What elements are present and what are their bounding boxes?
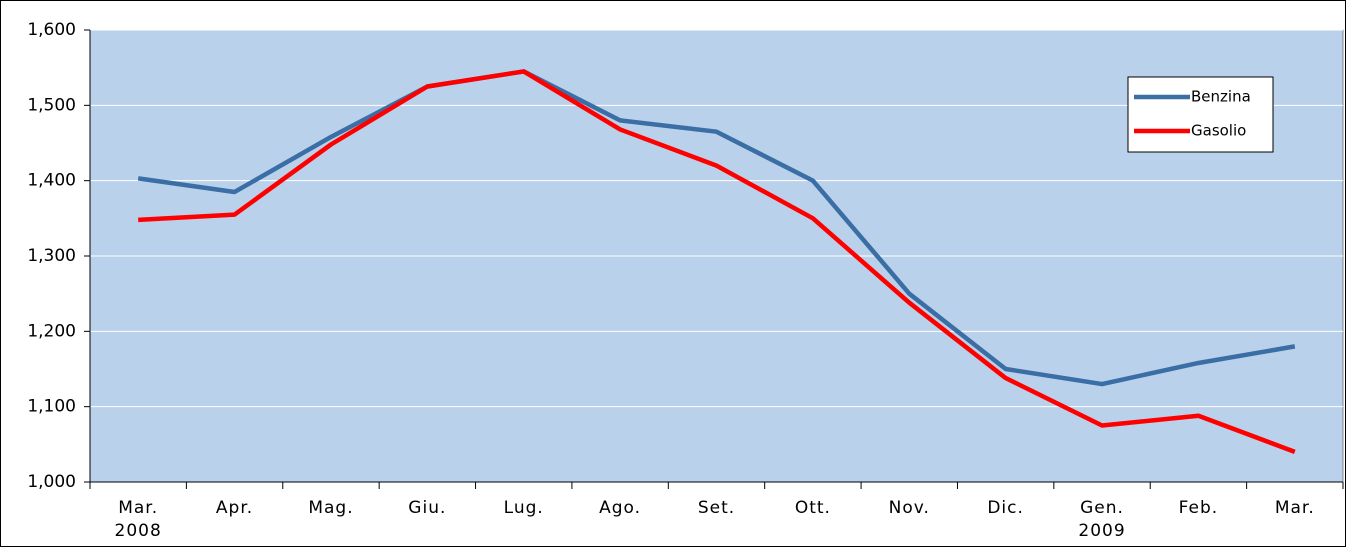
legend-box (1127, 76, 1274, 153)
x-tick-label: Ott. (794, 498, 831, 518)
series-line (138, 69, 1296, 454)
y-tick-label: 1,200 (27, 321, 76, 341)
x-tick-label: Apr. (215, 498, 254, 518)
x-tick-label: Dic. (987, 498, 1024, 518)
x-tick-label: Feb. (1178, 498, 1219, 518)
series-line (137, 69, 1296, 387)
legend-label: Benzina (1191, 88, 1251, 106)
x-tick-label: Lug. (503, 498, 544, 518)
y-tick-label: 1,600 (27, 20, 76, 40)
x-tick-label: Mar. (1274, 498, 1315, 518)
legend-label: Gasolio (1191, 122, 1246, 140)
y-tick-label: 1,100 (27, 397, 76, 417)
x-tick-label: Mag. (308, 498, 354, 518)
y-tick-label: 1,400 (27, 171, 76, 191)
y-tick-label: 1,500 (27, 95, 76, 115)
x-tick-label: Giu. (408, 498, 447, 518)
x-tick-label: Gen. 2009 (1078, 498, 1126, 541)
y-tick-label: 1,000 (27, 472, 76, 492)
x-tick-label: Ago. (599, 498, 642, 518)
x-tick-label: Set. (697, 498, 736, 518)
x-tick-label: Nov. (888, 498, 930, 518)
y-tick-label: 1,300 (27, 246, 76, 266)
x-tick-label: Mar. 2008 (114, 498, 162, 541)
